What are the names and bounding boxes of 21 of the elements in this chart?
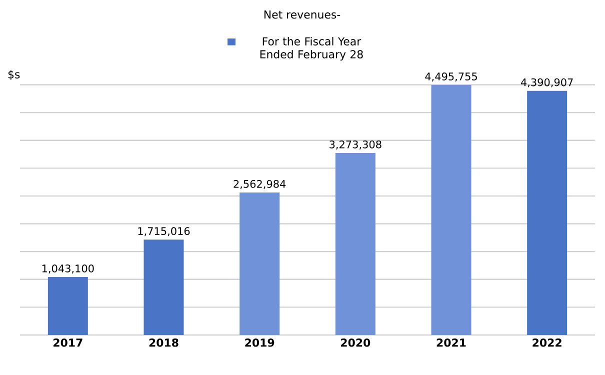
x-tick-label: 2017 [54, 338, 82, 347]
x-tick-label: 2021 [436, 338, 466, 347]
x-tick-label: 2019 [245, 338, 274, 347]
x-tick-label: 2018 [149, 338, 178, 347]
x-tick-label: 2022 [532, 338, 562, 347]
bar [527, 90, 568, 335]
bar [335, 152, 376, 335]
data-label: 1,715,016 [138, 227, 190, 236]
data-label: 4,390,907 [520, 78, 573, 88]
data-label: 2,562,984 [234, 180, 286, 189]
bar [240, 192, 280, 335]
data-label: 1,043,100 [42, 264, 94, 274]
bar [144, 240, 184, 335]
data-label: 4,495,755 [425, 72, 477, 82]
data-label: 3,273,308 [330, 140, 382, 150]
legend-label: For the Fiscal Year Ended February 28 [260, 36, 363, 61]
bar [431, 84, 472, 335]
chart-title: Net revenues- [264, 10, 340, 19]
x-tick-label: 2020 [341, 338, 370, 347]
y-axis-title: $s [8, 70, 20, 80]
bar [48, 276, 88, 335]
